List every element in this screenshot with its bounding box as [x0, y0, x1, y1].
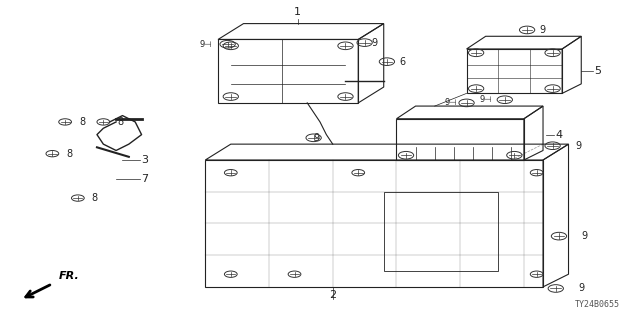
- Text: 9⊣: 9⊣: [445, 99, 457, 108]
- Text: 9⊣: 9⊣: [199, 40, 212, 49]
- Text: 9⊣: 9⊣: [479, 95, 492, 104]
- Text: 8: 8: [79, 117, 85, 127]
- Text: 8: 8: [117, 117, 124, 127]
- Text: 5: 5: [594, 66, 601, 76]
- Text: 2: 2: [329, 290, 336, 300]
- Text: 9: 9: [575, 141, 581, 151]
- Text: 9: 9: [371, 38, 377, 48]
- Text: 9: 9: [578, 284, 584, 293]
- Text: 8: 8: [92, 193, 98, 203]
- Text: 6: 6: [399, 57, 406, 67]
- Text: 9: 9: [314, 133, 320, 143]
- Text: 1: 1: [294, 7, 301, 17]
- Text: FR.: FR.: [59, 270, 79, 281]
- Text: 9: 9: [540, 25, 546, 35]
- Text: 4: 4: [556, 130, 563, 140]
- Text: TY24B0655: TY24B0655: [575, 300, 620, 309]
- Text: 3: 3: [141, 155, 148, 165]
- Text: 7: 7: [141, 174, 148, 184]
- Text: 8: 8: [67, 149, 72, 159]
- Text: 9: 9: [581, 231, 588, 241]
